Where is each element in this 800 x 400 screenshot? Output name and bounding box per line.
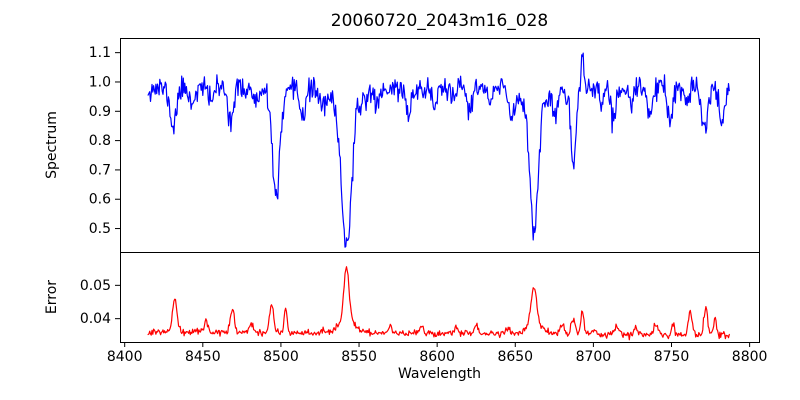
x-tick-label: 8400 xyxy=(107,349,143,365)
x-tick-label: 8550 xyxy=(341,349,377,365)
error-line xyxy=(147,266,730,341)
spectrum-panel-frame xyxy=(120,38,760,253)
spectrum-y-tick-label: 1.0 xyxy=(89,74,111,90)
error-panel-frame xyxy=(120,252,760,343)
spectrum-y-tick-label: 0.8 xyxy=(89,133,111,149)
x-tick-label: 8800 xyxy=(732,349,768,365)
spectrum-y-tick-label: 0.7 xyxy=(89,162,111,178)
x-tick-label: 8500 xyxy=(263,349,299,365)
chart-title: 20060720_2043m16_028 xyxy=(330,11,549,31)
x-tick-label: 8450 xyxy=(185,349,221,365)
spectrum-y-tick-label: 0.6 xyxy=(89,192,111,208)
spectrum-line xyxy=(147,52,730,248)
error-y-tick-label: 0.04 xyxy=(80,311,111,327)
x-tick-label: 8700 xyxy=(576,349,612,365)
x-axis-label: Wavelength xyxy=(397,366,482,382)
spectrum-y-tick-label: 0.5 xyxy=(89,221,111,237)
x-tick-label: 8600 xyxy=(419,349,455,365)
spectrum-y-tick-label: 1.1 xyxy=(89,45,111,61)
x-tick-label: 8750 xyxy=(654,349,690,365)
spectrum-y-tick-label: 0.9 xyxy=(89,104,111,120)
x-tick-label: 8650 xyxy=(497,349,533,365)
error-y-tick-label: 0.05 xyxy=(80,278,111,294)
